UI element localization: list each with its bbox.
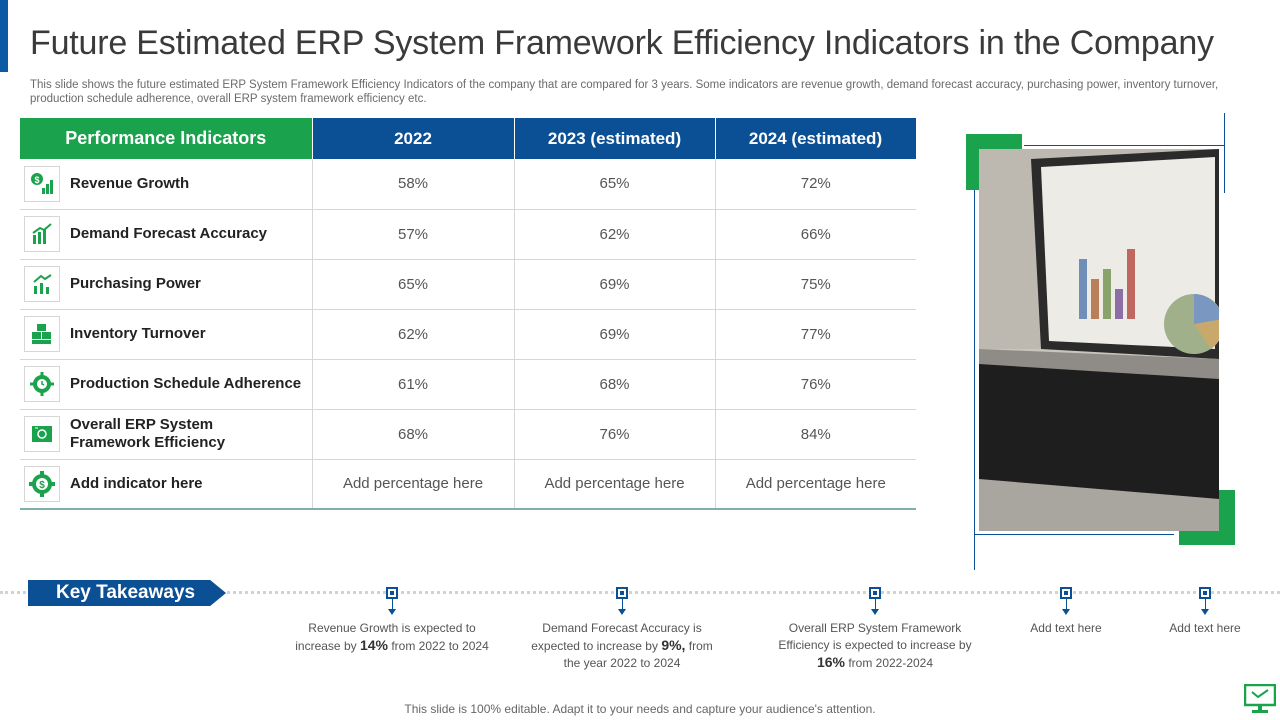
value-2022: 65% [312, 259, 515, 310]
title-accent-bar [0, 0, 8, 72]
frame-line [974, 534, 1174, 535]
svg-text:$: $ [39, 480, 45, 491]
svg-text:$: $ [34, 175, 39, 185]
indicator-label: Revenue Growth [70, 174, 190, 192]
takeaways-timeline [0, 591, 1280, 595]
value-2023: 69% [514, 309, 716, 360]
arrow-down-icon [388, 609, 396, 615]
header-2024: 2024 (estimated) [715, 118, 917, 159]
timeline-stem [622, 599, 623, 611]
timeline-marker [869, 587, 881, 599]
takeaway-text: from 2022-2024 [848, 656, 934, 670]
performance-table: Performance Indicators 2022 2023 (estima… [20, 118, 917, 510]
timeline-stem [1205, 599, 1206, 611]
value-2024: 72% [715, 159, 916, 210]
value-2024: Add percentage here [715, 459, 916, 510]
takeaway-text: from 2022 to 2024 [391, 639, 489, 653]
growth-arrow-icon [24, 266, 60, 302]
header-indicators: Performance Indicators [20, 118, 313, 159]
value-2022: 61% [312, 359, 515, 410]
arrow-down-icon [618, 609, 626, 615]
value-2023: 76% [514, 409, 716, 460]
footer-note: This slide is 100% editable. Adapt it to… [404, 702, 876, 716]
value-2024: 77% [715, 309, 916, 360]
slide-title: Future Estimated ERP System Framework Ef… [30, 24, 1214, 62]
gear-clock-icon [24, 366, 60, 402]
table-row: Inventory Turnover 62% 69% 77% [20, 309, 916, 360]
value-2024: 75% [715, 259, 916, 310]
indicator-label: Demand Forecast Accuracy [70, 225, 268, 242]
frame-line [974, 190, 975, 570]
value-2022: 62% [312, 309, 515, 360]
table-row: $ Revenue Growth 58% 65% 72% [20, 159, 916, 210]
key-takeaways-badge: Key Takeaways [28, 580, 226, 606]
takeaway-highlight: 16% [816, 654, 845, 670]
table-row: Production Schedule Adherence 61% 68% 76… [20, 359, 916, 410]
table-row: $ Add indicator here Add percentage here… [20, 459, 916, 510]
takeaway-text: Add text here [1030, 621, 1102, 635]
takeaway-text: Revenue Growth is expected to increase b… [295, 621, 476, 653]
value-2024: 76% [715, 359, 916, 410]
timeline-marker [1199, 587, 1211, 599]
takeaway-item: Add text here [986, 620, 1146, 637]
header-2022: 2022 [312, 118, 515, 159]
value-2024: 84% [715, 409, 916, 460]
value-2023: 69% [514, 259, 716, 310]
takeaway-text: Demand Forecast Accuracy is expected to … [531, 621, 702, 653]
takeaway-text: Overall ERP System Framework Efficiency … [778, 621, 972, 652]
takeaway-item: Demand Forecast Accuracy is expected to … [522, 620, 722, 672]
indicator-label: Add indicator here [70, 474, 203, 492]
value-2023: Add percentage here [514, 459, 716, 510]
header-2023: 2023 (estimated) [514, 118, 716, 159]
takeaway-text: Add text here [1169, 621, 1241, 635]
value-2022: 58% [312, 159, 515, 210]
table-row: Demand Forecast Accuracy 57% 62% 66% [20, 209, 916, 260]
indicator-label: Purchasing Power [70, 275, 201, 292]
frame-line [1224, 113, 1225, 193]
dollar-chart-icon: $ [24, 165, 60, 202]
takeaway-highlight: 9%, [661, 637, 686, 653]
table-row: Overall ERP System Framework Efficiency … [20, 409, 916, 460]
timeline-stem [875, 599, 876, 611]
arrow-down-icon [1201, 609, 1209, 615]
table-header-row: Performance Indicators 2022 2023 (estima… [20, 118, 917, 159]
value-2023: 65% [514, 159, 716, 210]
boxes-icon [24, 316, 60, 352]
arrow-down-icon [1062, 609, 1070, 615]
takeaway-item: Overall ERP System Framework Efficiency … [775, 620, 975, 672]
slide-subtitle: This slide shows the future estimated ER… [30, 79, 1219, 105]
timeline-stem [392, 599, 393, 611]
timeline-marker [386, 587, 398, 599]
value-2024: 66% [715, 209, 916, 260]
takeaway-item: Add text here [1135, 620, 1275, 637]
monitor-icon [1243, 683, 1277, 719]
value-2023: 68% [514, 359, 716, 410]
arrow-down-icon [871, 609, 879, 615]
timeline-marker [1060, 587, 1072, 599]
takeaway-item: Revenue Growth is expected to increase b… [292, 620, 492, 655]
bar-chart-icon [24, 216, 60, 252]
laptop-photo [979, 149, 1219, 531]
value-2022: Add percentage here [312, 459, 515, 510]
gear-dollar-icon: $ [24, 465, 60, 502]
value-2023: 62% [514, 209, 716, 260]
table-row: Purchasing Power 65% 69% 75% [20, 259, 916, 310]
value-2022: 68% [312, 409, 515, 460]
timeline-stem [1066, 599, 1067, 611]
efficiency-icon [24, 416, 60, 452]
indicator-label: Inventory Turnover [70, 325, 206, 342]
indicator-label: Production Schedule Adherence [70, 375, 302, 392]
frame-line [1024, 145, 1224, 146]
timeline-marker [616, 587, 628, 599]
takeaway-highlight: 14% [359, 637, 388, 653]
indicator-label: Overall ERP System Framework Efficiency [70, 416, 226, 451]
takeaway-text: from the year 2022 to 2024 [563, 639, 713, 670]
value-2022: 57% [312, 209, 515, 260]
